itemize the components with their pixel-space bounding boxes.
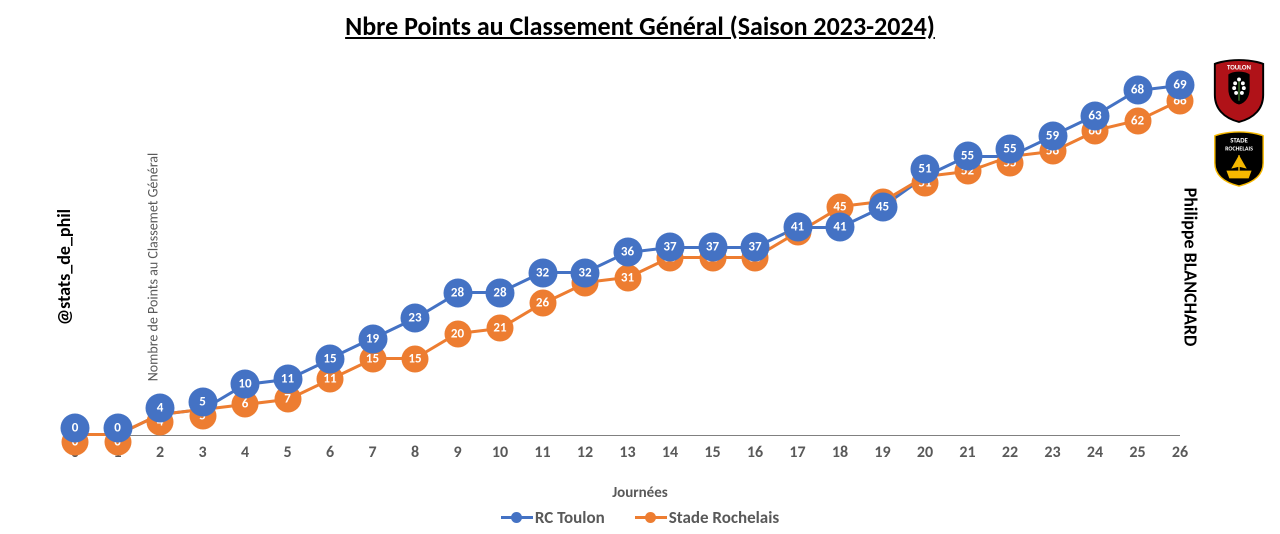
data-point-toulon: 32: [571, 258, 600, 287]
x-tick-label: 6: [326, 443, 334, 462]
data-point-toulon: 36: [613, 238, 642, 267]
logo-toulon-text: TOULON: [1227, 64, 1251, 72]
x-axis-label: Journées: [0, 484, 1280, 502]
data-point-toulon: 55: [996, 135, 1025, 164]
legend-item-rochelais: Stade Rochelais: [635, 507, 779, 528]
data-point-toulon: 37: [656, 233, 685, 262]
data-point-rochelais: 26: [529, 290, 556, 317]
data-point-toulon: 41: [783, 213, 812, 242]
legend-swatch-rochelais: [635, 511, 667, 525]
x-tick-label: 16: [747, 443, 763, 462]
data-point-toulon: 19: [358, 324, 387, 353]
data-point-toulon: 69: [1166, 71, 1195, 100]
chart-title: Nbre Points au Classement Général (Saiso…: [0, 10, 1280, 42]
x-tick-label: 10: [492, 443, 508, 462]
data-point-toulon: 11: [273, 365, 302, 394]
x-tick-label: 5: [283, 443, 291, 462]
data-point-rochelais: 15: [402, 345, 429, 372]
data-point-toulon: 23: [401, 304, 430, 333]
x-tick-label: 12: [577, 443, 593, 462]
data-point-toulon: 59: [1038, 121, 1067, 150]
logo-rochelais-text2: ROCHELAIS: [1225, 144, 1253, 152]
data-point-rochelais: 21: [487, 315, 514, 342]
data-point-toulon: 0: [103, 413, 132, 442]
data-point-toulon: 51: [911, 155, 940, 184]
x-tick-label: 19: [874, 443, 890, 462]
legend-item-toulon: RC Toulon: [501, 507, 605, 528]
data-point-toulon: 68: [1123, 76, 1152, 105]
x-tick-label: 8: [411, 443, 419, 462]
x-tick-label: 25: [1129, 443, 1145, 462]
data-point-toulon: 28: [486, 278, 515, 307]
data-point-toulon: 32: [528, 258, 557, 287]
x-tick-label: 26: [1172, 443, 1188, 462]
x-tick-label: 13: [619, 443, 635, 462]
legend-label-toulon: RC Toulon: [535, 507, 605, 528]
x-tick-label: 11: [534, 443, 550, 462]
x-tick-label: 24: [1087, 443, 1103, 462]
x-tick-label: 15: [704, 443, 720, 462]
data-point-toulon: 55: [953, 142, 982, 171]
data-point-toulon: 63: [1081, 101, 1110, 130]
data-point-toulon: 5: [188, 388, 217, 417]
data-point-toulon: 10: [231, 370, 260, 399]
x-tick-label: 2: [156, 443, 164, 462]
data-point-toulon: 28: [443, 278, 472, 307]
x-tick-label: 20: [917, 443, 933, 462]
x-tick-label: 3: [198, 443, 206, 462]
data-point-toulon: 37: [698, 233, 727, 262]
data-point-rochelais: 62: [1124, 107, 1151, 134]
x-axis-line: [75, 435, 1180, 437]
data-point-toulon: 37: [741, 233, 770, 262]
data-point-toulon: 41: [826, 213, 855, 242]
data-point-rochelais: 31: [614, 264, 641, 291]
data-point-toulon: 15: [316, 344, 345, 373]
legend-swatch-toulon: [501, 511, 533, 525]
x-tick-label: 23: [1044, 443, 1060, 462]
left-credit: @stats_de_phil: [53, 209, 75, 325]
logo-rochelais: STADE ROCHELAIS: [1210, 130, 1268, 188]
legend-label-rochelais: Stade Rochelais: [669, 507, 779, 528]
data-point-rochelais: 20: [444, 320, 471, 347]
x-tick-label: 22: [1002, 443, 1018, 462]
x-tick-label: 7: [368, 443, 376, 462]
data-point-toulon: 45: [868, 192, 897, 221]
legend: RC Toulon Stade Rochelais: [0, 507, 1280, 528]
chart-plot-area: 0123456789101112131415161718192021222324…: [75, 60, 1180, 450]
data-point-toulon: 4: [146, 393, 175, 422]
x-tick-label: 14: [662, 443, 678, 462]
x-tick-label: 21: [959, 443, 975, 462]
logo-toulon: TOULON: [1210, 58, 1268, 124]
x-tick-label: 18: [832, 443, 848, 462]
data-point-toulon: 0: [61, 413, 90, 442]
x-tick-label: 9: [453, 443, 461, 462]
right-credit: Philippe BLANCHARD: [1180, 188, 1202, 347]
x-tick-label: 4: [241, 443, 249, 462]
x-tick-label: 17: [789, 443, 805, 462]
